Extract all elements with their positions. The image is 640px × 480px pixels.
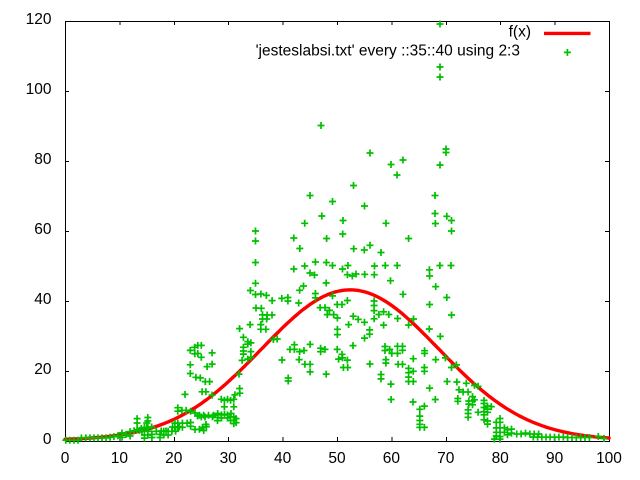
svg-text:100: 100 xyxy=(26,81,52,98)
svg-text:60: 60 xyxy=(34,221,52,238)
svg-text:100: 100 xyxy=(596,450,622,467)
svg-text:90: 90 xyxy=(546,450,564,467)
svg-text:30: 30 xyxy=(220,450,238,467)
svg-text:0: 0 xyxy=(43,431,52,448)
svg-text:60: 60 xyxy=(383,450,401,467)
svg-text:50: 50 xyxy=(328,450,346,467)
svg-text:40: 40 xyxy=(34,291,52,308)
svg-text:20: 20 xyxy=(165,450,183,467)
svg-text:'jesteslabsi.txt' every ::35::: 'jesteslabsi.txt' every ::35::40 using 2… xyxy=(256,43,520,60)
svg-text:20: 20 xyxy=(34,361,52,378)
svg-text:0: 0 xyxy=(61,450,70,467)
svg-text:10: 10 xyxy=(111,450,129,467)
svg-text:70: 70 xyxy=(437,450,455,467)
svg-text:80: 80 xyxy=(34,151,52,168)
svg-text:80: 80 xyxy=(492,450,510,467)
svg-text:40: 40 xyxy=(274,450,292,467)
svg-text:f(x): f(x) xyxy=(509,23,531,40)
svg-text:120: 120 xyxy=(26,11,52,28)
